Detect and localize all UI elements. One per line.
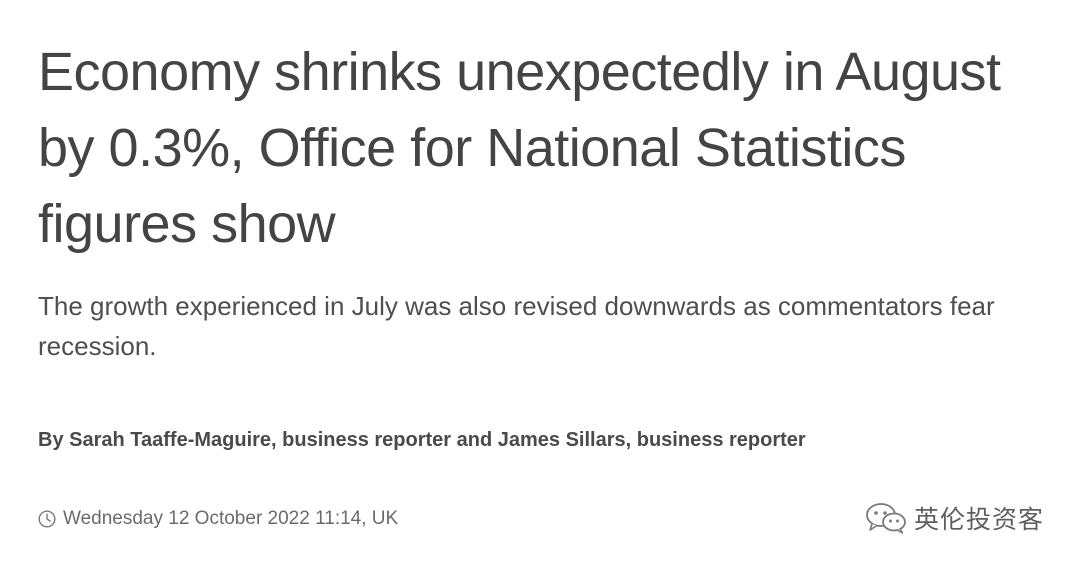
clock-icon	[38, 510, 56, 528]
wechat-icon	[864, 501, 908, 535]
article-headline: Economy shrinks unexpectedly in August b…	[38, 42, 1001, 254]
article-dateline: Wednesday 12 October 2022 11:14, UK	[38, 506, 398, 532]
article-standfirst: The growth experienced in July was also …	[38, 291, 995, 361]
article-byline: By Sarah Taaffe-Maguire, business report…	[38, 429, 806, 451]
watermark-text: 英伦投资客	[913, 505, 1044, 534]
watermark: 英伦投资客	[864, 500, 1044, 536]
article-date: Wednesday 12 October 2022 11:14, UK	[63, 508, 399, 529]
